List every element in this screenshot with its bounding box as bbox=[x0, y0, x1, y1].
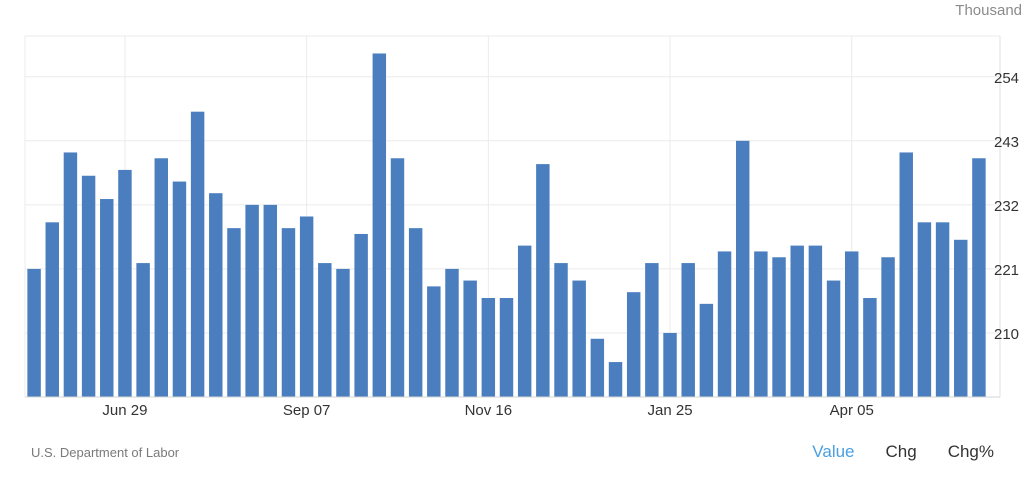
bar bbox=[227, 228, 241, 397]
bar bbox=[499, 298, 514, 397]
tab-chg[interactable]: Chg bbox=[885, 442, 917, 461]
bar bbox=[863, 298, 877, 397]
x-tick-label: Jun 29 bbox=[102, 402, 147, 419]
bar bbox=[717, 251, 732, 397]
bar bbox=[100, 199, 114, 397]
bar bbox=[517, 245, 532, 397]
bar bbox=[972, 158, 986, 397]
bar bbox=[408, 228, 423, 397]
bar bbox=[917, 222, 932, 397]
bar bbox=[772, 257, 786, 397]
bar bbox=[935, 222, 950, 397]
bar bbox=[645, 263, 659, 397]
bar bbox=[154, 158, 168, 397]
bar bbox=[372, 53, 387, 397]
bar bbox=[754, 251, 768, 397]
bar bbox=[45, 222, 59, 397]
bar bbox=[63, 152, 78, 397]
y-tick-label: 232 bbox=[994, 198, 1019, 215]
tab-chg-pct[interactable]: Chg% bbox=[947, 442, 994, 461]
bar bbox=[299, 216, 314, 397]
bar bbox=[572, 280, 586, 397]
bar bbox=[118, 169, 132, 397]
y-tick-label: 210 bbox=[994, 326, 1019, 343]
x-tick-label: Apr 05 bbox=[830, 402, 874, 419]
bar bbox=[81, 175, 96, 397]
source-label: U.S. Department of Labor bbox=[31, 445, 180, 460]
bar bbox=[536, 164, 550, 397]
bar bbox=[481, 298, 496, 397]
bar bbox=[808, 245, 823, 397]
bar bbox=[845, 251, 859, 397]
y-tick-label: 243 bbox=[994, 134, 1019, 151]
bar bbox=[336, 268, 350, 397]
bar bbox=[681, 263, 695, 397]
bar bbox=[826, 280, 841, 397]
unit-label: Thousand bbox=[955, 2, 1022, 19]
bar bbox=[608, 362, 623, 397]
bar bbox=[699, 303, 714, 397]
bar bbox=[318, 263, 332, 397]
bar bbox=[663, 332, 677, 397]
y-tick-label: 221 bbox=[994, 262, 1019, 279]
bar bbox=[354, 233, 368, 397]
bar bbox=[172, 181, 187, 397]
bar bbox=[190, 111, 205, 398]
bar bbox=[445, 268, 459, 397]
bar bbox=[263, 204, 278, 397]
bar bbox=[390, 158, 405, 397]
x-tick-label: Nov 16 bbox=[465, 402, 513, 419]
bar bbox=[790, 245, 804, 397]
bar bbox=[881, 257, 895, 397]
view-tabs: Value Chg Chg% bbox=[812, 442, 994, 462]
bar bbox=[954, 239, 968, 397]
bar bbox=[626, 292, 641, 397]
bar bbox=[899, 152, 913, 397]
bar bbox=[463, 280, 477, 397]
bar bbox=[735, 140, 750, 397]
bar bbox=[590, 338, 605, 397]
x-tick-label: Jan 25 bbox=[648, 402, 693, 419]
bar bbox=[136, 263, 150, 397]
y-tick-label: 254 bbox=[994, 70, 1019, 87]
bar bbox=[27, 268, 41, 397]
bar bbox=[245, 204, 259, 397]
x-tick-label: Sep 07 bbox=[283, 402, 331, 419]
bar bbox=[427, 286, 441, 397]
tab-value[interactable]: Value bbox=[812, 442, 855, 461]
bar bbox=[209, 193, 223, 397]
bar bbox=[554, 263, 568, 397]
bar bbox=[281, 228, 296, 397]
